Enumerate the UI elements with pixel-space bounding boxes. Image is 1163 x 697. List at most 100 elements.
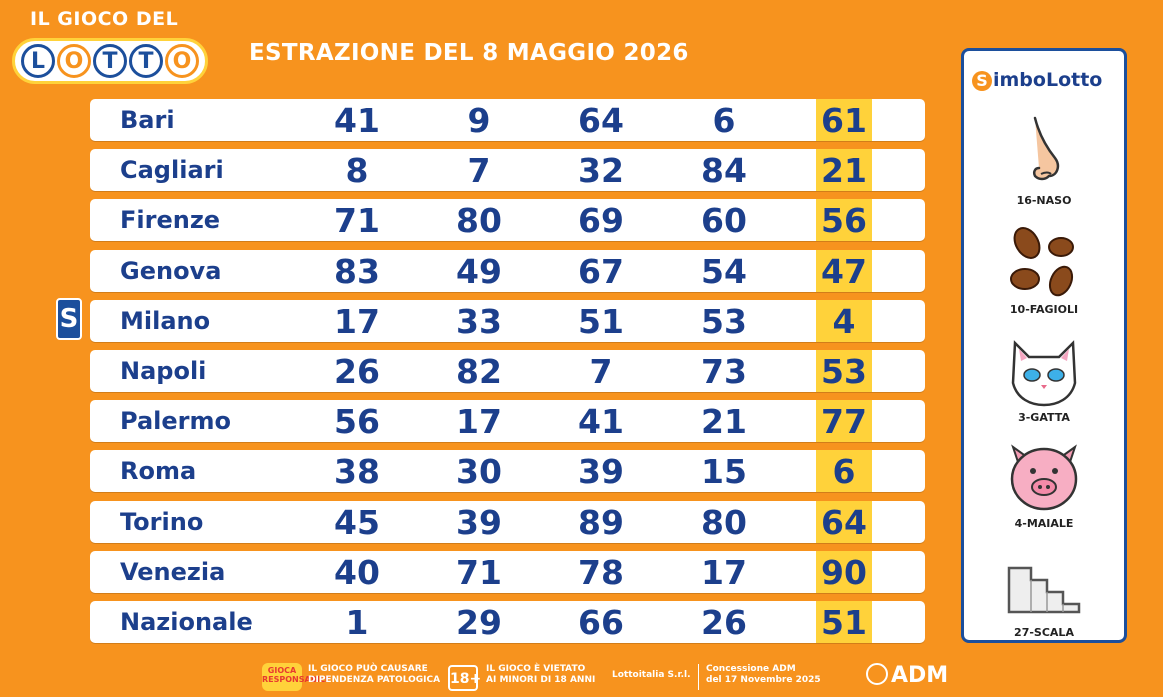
simbolotto-s-icon: S [972, 71, 992, 91]
gioca-responsabile-logo: GIOCA RESPONSABILE [262, 663, 330, 691]
extracted-number: 7 [467, 151, 491, 191]
lotto-logo: IL GIOCO DEL L O T T O [12, 8, 217, 88]
extracted-number: 17 [701, 552, 747, 592]
footer-warning-1: IL GIOCO PUÒ CAUSARE DIPENDENZA PATOLOGI… [308, 664, 440, 686]
logo-ball: T [93, 44, 127, 78]
cat-icon [1005, 331, 1083, 409]
extracted-number: 26 [334, 351, 380, 391]
extracted-number: 54 [701, 251, 747, 291]
wheel-name: Napoli [120, 356, 207, 385]
extracted-number-5: 90 [816, 550, 872, 593]
extracted-number: 39 [578, 452, 624, 492]
simbolotto-wheel-badge: S [56, 298, 82, 340]
footer-warning-2: IL GIOCO È VIETATO AI MINORI DI 18 ANNI [486, 664, 595, 686]
symbol-item: 27-SCALA [964, 546, 1124, 639]
symbol-item: 4-MAIALE [964, 437, 1124, 530]
extracted-number: 83 [334, 251, 380, 291]
logo-top-text: IL GIOCO DEL [30, 8, 179, 30]
extracted-number: 66 [578, 602, 624, 642]
extracted-number: 32 [578, 151, 624, 191]
extracted-number: 33 [456, 301, 502, 341]
extracted-number: 71 [334, 201, 380, 241]
extracted-number: 39 [456, 502, 502, 542]
symbol-item: 3-GATTA [964, 331, 1124, 424]
footer-warning-2b: AI MINORI DI 18 ANNI [486, 675, 596, 685]
wheel-name: Palermo [120, 407, 231, 436]
extracted-number: 26 [701, 602, 747, 642]
extracted-number-5: 61 [816, 99, 872, 141]
wheel-name: Nazionale [120, 607, 253, 636]
pig-icon [1005, 437, 1083, 515]
table-row: Roma 38 30 39 15 6 [90, 450, 925, 493]
age-18-badge: 18+ [448, 665, 481, 691]
adm-text: ADM [891, 663, 949, 688]
page-title: ESTRAZIONE DEL 8 MAGGIO 2026 [249, 40, 689, 66]
wheel-name: Venezia [120, 557, 226, 586]
symbol-item: 10-FAGIOLI [964, 223, 1124, 316]
extracted-number: 45 [334, 502, 380, 542]
extracted-number: 80 [456, 201, 502, 241]
footer-divider [698, 664, 699, 690]
footer-warning-1a: IL GIOCO PUÒ CAUSARE [308, 664, 428, 674]
adm-emblem-icon [866, 663, 888, 685]
table-row: Nazionale 1 29 66 26 51 [90, 600, 925, 643]
adm-logo: ADM [866, 663, 948, 688]
extracted-number: 40 [334, 552, 380, 592]
symbol-label: 16-NASO [1016, 194, 1072, 207]
extracted-number: 78 [578, 552, 624, 592]
wheel-name: Milano [120, 306, 211, 335]
extracted-number: 53 [701, 301, 747, 341]
extracted-number: 51 [578, 301, 624, 341]
extracted-number: 84 [701, 151, 747, 191]
symbol-label: 4-MAIALE [1014, 517, 1074, 530]
extracted-number: 67 [578, 251, 624, 291]
symbol-label: 27-SCALA [1014, 626, 1074, 639]
wheel-name: Genova [120, 256, 222, 285]
panel-title-text: imboLotto [993, 69, 1103, 91]
extracted-number-5: 21 [816, 149, 872, 192]
extracted-number: 1 [345, 602, 369, 642]
extracted-number: 6 [712, 101, 736, 140]
extracted-number: 17 [456, 402, 502, 442]
table-row: Firenze 71 80 69 60 56 [90, 199, 925, 242]
extracted-number: 73 [701, 351, 747, 391]
extracted-number: 15 [701, 452, 747, 492]
wheel-name: Bari [120, 106, 175, 134]
table-row: Napoli 26 82 7 73 53 [90, 349, 925, 392]
extracted-number-5: 4 [816, 299, 872, 342]
extracted-number-5: 6 [816, 450, 872, 493]
footer-concession-b: del 17 Novembre 2025 [706, 675, 821, 685]
results-table: Bari 41 9 64 6 61 Cagliari 8 7 32 84 21 Firenze 71 80 6… [90, 99, 925, 651]
extracted-number: 56 [334, 402, 380, 442]
footer-concession: Concessione ADM del 17 Novembre 2025 [706, 664, 821, 686]
extracted-number-5: 53 [816, 349, 872, 392]
table-row: Venezia 40 71 78 17 90 [90, 550, 925, 593]
beans-icon [1005, 223, 1083, 301]
footer-concession-a: Concessione ADM [706, 664, 796, 674]
symbol-label: 10-FAGIOLI [1009, 303, 1079, 316]
nose-icon [1005, 114, 1083, 192]
logo-ball: O [165, 44, 199, 78]
wheel-name: Firenze [120, 206, 221, 235]
table-row: Palermo 56 17 41 21 77 [90, 400, 925, 443]
extracted-number: 80 [701, 502, 747, 542]
extracted-number: 64 [578, 101, 624, 140]
extracted-number: 41 [578, 402, 624, 442]
logo-balls: L O T T O [12, 38, 208, 84]
footer-warning-1b: DIPENDENZA PATOLOGICA [308, 675, 441, 685]
wheel-name: Torino [120, 507, 204, 536]
extracted-number: 38 [334, 452, 380, 492]
extracted-number: 60 [701, 201, 747, 241]
logo-ball: T [129, 44, 163, 78]
table-row: Bari 41 9 64 6 61 [90, 99, 925, 141]
table-row: Cagliari 8 7 32 84 21 [90, 149, 925, 192]
logo-ball: L [21, 44, 55, 78]
table-row: Milano 17 33 51 53 4 [90, 299, 925, 342]
extracted-number: 21 [701, 402, 747, 442]
extracted-number: 9 [467, 101, 491, 140]
extracted-number: 29 [456, 602, 502, 642]
symbol-label: 3-GATTA [1018, 411, 1070, 424]
wheel-name: Roma [120, 457, 197, 486]
extracted-number: 82 [456, 351, 502, 391]
